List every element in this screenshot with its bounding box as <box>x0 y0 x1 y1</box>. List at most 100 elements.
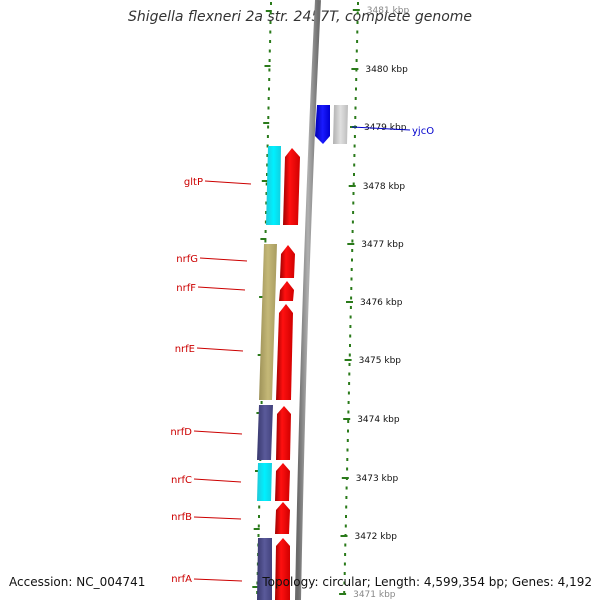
ring-dot <box>346 467 349 471</box>
gene-feature-nrfG-bar[interactable] <box>259 244 277 400</box>
genome-backbone <box>295 0 321 600</box>
ring-dot <box>343 572 346 575</box>
scale-tick-mark <box>347 243 355 245</box>
ring-dot <box>266 135 269 138</box>
gene-feature-nrfC-bar[interactable] <box>257 463 272 501</box>
ring-dot <box>351 220 354 224</box>
scale-tick-label: 3481 kbp <box>367 6 410 16</box>
ring-dot <box>257 534 260 537</box>
ring-dot <box>356 40 359 43</box>
ring-dot <box>345 486 348 490</box>
ring-dot <box>266 163 269 167</box>
gene-label-nrfF[interactable]: nrfF <box>176 283 246 294</box>
ring-dot <box>269 30 272 34</box>
ring-dot <box>269 40 272 43</box>
ring-tick <box>261 180 268 182</box>
gene-label-text: yjcO <box>412 126 434 137</box>
ring-dot <box>355 87 357 91</box>
scale-tick-mark <box>344 359 352 361</box>
ring-dot <box>345 496 348 499</box>
ring-dot <box>264 220 267 224</box>
ring-dot <box>353 173 355 176</box>
gene-feature-gltP-arrow[interactable] <box>283 148 300 225</box>
gene-feature-yjcO-arrow[interactable] <box>315 105 330 144</box>
ring-dot <box>349 306 352 309</box>
ring-dot <box>258 505 261 509</box>
ring-dot <box>349 334 352 338</box>
scale-tick-mark <box>348 185 356 187</box>
ring-tick <box>264 65 271 67</box>
gene-feature-nrfA-bar[interactable] <box>257 538 272 600</box>
ring-dot <box>352 182 355 186</box>
gene-feature-nrfC-arrow[interactable] <box>275 463 290 501</box>
ring-dot <box>268 59 271 62</box>
ring-dot <box>265 211 268 214</box>
gene-feature-nrfB-arrow[interactable] <box>275 502 290 534</box>
ring-dot <box>267 97 270 100</box>
gene-label-nrfA[interactable]: nrfA <box>171 574 243 585</box>
ring-dot <box>353 163 356 167</box>
gene-label-nrfG[interactable]: nrfG <box>176 254 248 265</box>
gene-feature-nrfG-arrow[interactable] <box>280 245 295 278</box>
ring-dot <box>353 135 356 138</box>
ring-tick <box>259 296 266 298</box>
ring-dot <box>347 420 350 423</box>
gene-label-yjcO[interactable]: yjcO <box>351 126 434 137</box>
ring-dot <box>268 49 271 53</box>
gene-label-text: nrfE <box>175 344 195 355</box>
gene-label-nrfE[interactable]: nrfE <box>175 344 244 355</box>
ring-dot <box>354 116 357 119</box>
gene-label-gltP[interactable]: gltP <box>184 177 252 188</box>
ring-dot <box>348 353 351 357</box>
ring-dot <box>268 78 271 81</box>
gene-feature-nrfD-bar[interactable] <box>257 405 273 460</box>
gene-label-nrfD[interactable]: nrfD <box>170 427 243 438</box>
right-dotted-ring <box>343 2 359 594</box>
ring-dot <box>266 154 269 157</box>
gene-label-text: nrfD <box>170 427 192 438</box>
ring-dot <box>354 106 357 110</box>
ring-dot <box>266 173 268 176</box>
ring-dot <box>353 144 356 148</box>
scale-tick-label: 3479 kbp <box>364 123 407 133</box>
gene-feature-yjcO-bar[interactable] <box>333 105 348 144</box>
ring-dot <box>355 78 358 81</box>
genome-summary-text: Topology: circular; Length: 4,599,354 bp… <box>262 575 592 589</box>
ring-dot <box>351 239 354 243</box>
ring-dot <box>349 315 352 319</box>
ring-dot <box>352 192 355 195</box>
ring-dot <box>350 296 353 300</box>
scale-tick-label: 3475 kbp <box>359 356 402 366</box>
ring-dot <box>355 59 358 62</box>
ring-dot <box>355 49 358 53</box>
gene-feature-nrfA-arrow[interactable] <box>275 538 290 600</box>
scale-tick-mark <box>351 68 359 70</box>
ring-dot <box>347 410 350 414</box>
ring-tick <box>265 10 272 12</box>
ring-dot <box>343 562 346 566</box>
ring-dot <box>344 543 347 547</box>
gene-label-nrfC[interactable]: nrfC <box>171 475 242 486</box>
scale-tick-mark <box>346 301 353 303</box>
ring-dot <box>265 201 268 205</box>
scale-tick-label: 3473 kbp <box>356 474 399 484</box>
gene-feature-nrfE-arrow[interactable] <box>276 304 293 400</box>
ring-dot <box>349 325 352 328</box>
ring-dot <box>350 277 353 281</box>
ring-tick <box>253 528 260 530</box>
gene-feature-nrfD-arrow[interactable] <box>276 406 291 460</box>
ring-dot <box>356 21 359 24</box>
ring-dot <box>348 382 351 385</box>
ring-dot <box>345 515 347 518</box>
gene-label-nrfB[interactable]: nrfB <box>171 512 242 523</box>
ring-dot <box>267 125 270 129</box>
ring-dot <box>265 192 268 195</box>
ring-dot <box>267 116 270 119</box>
ring-dot <box>351 258 353 262</box>
gene-feature-gltP-bar[interactable] <box>266 146 281 225</box>
ring-dot <box>346 448 349 452</box>
ring-dot <box>348 363 351 366</box>
gene-feature-nrfF-arrow[interactable] <box>279 281 294 301</box>
ring-dot <box>352 211 355 214</box>
